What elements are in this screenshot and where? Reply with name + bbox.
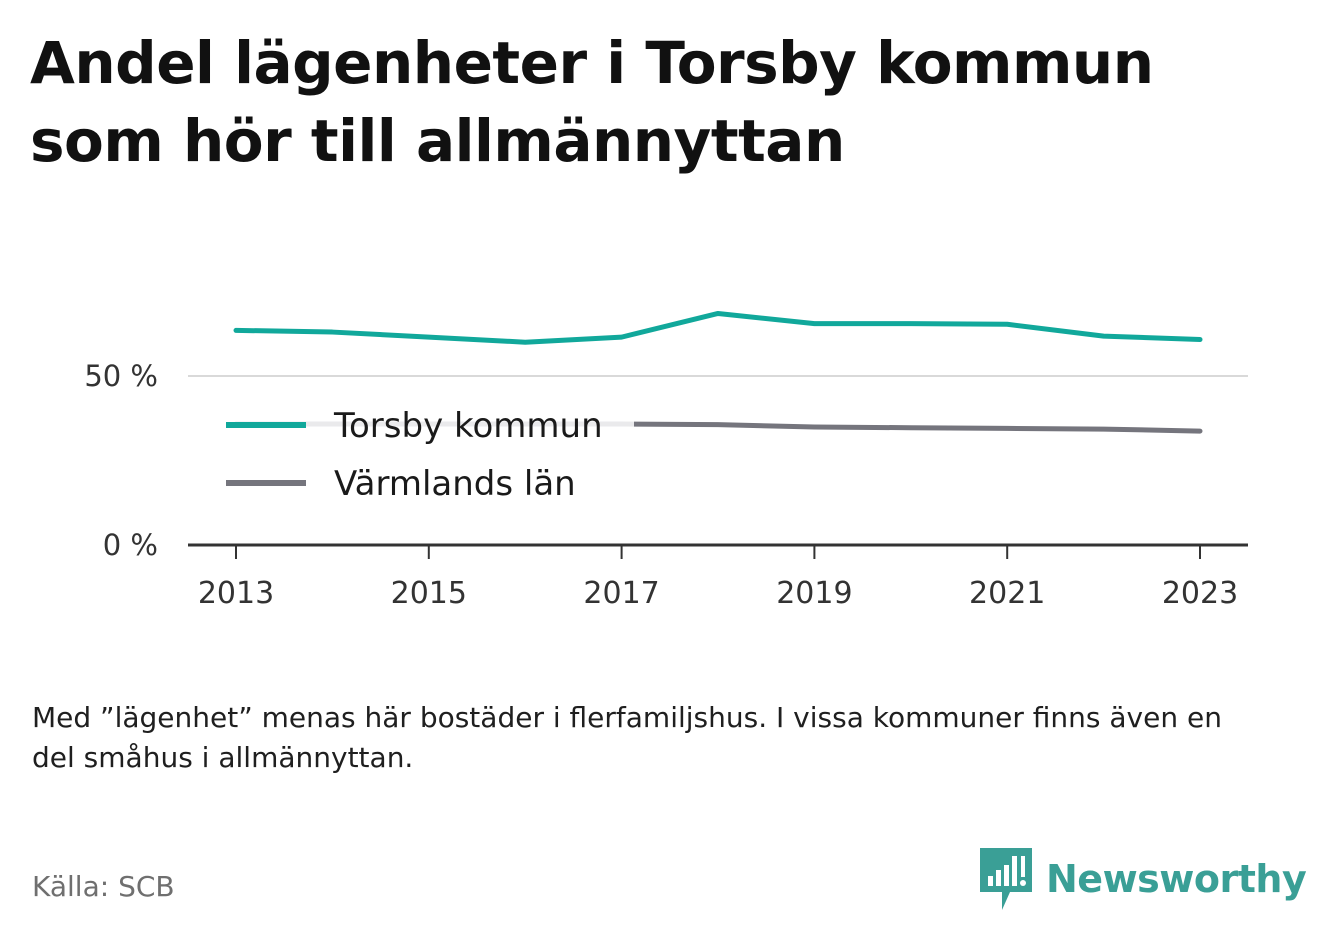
legend-label: Värmlands län (334, 464, 576, 504)
line-chart: 0 % 50 % Torsby kommun Värmlands län 2013 201… (84, 310, 1248, 611)
x-tick-label: 2017 (583, 576, 659, 611)
bar-chart-speech-icon (980, 848, 1032, 910)
y-tick-label: 0 % (103, 528, 158, 562)
y-tick-label: 50 % (84, 359, 158, 393)
series-line-1 (233, 310, 1203, 345)
x-tick-label: 2021 (969, 576, 1045, 611)
legend-label: Torsby kommun (333, 406, 603, 446)
chart-note: Med ”lägenhet” menas här bostäder i fler… (32, 701, 1222, 774)
brand-name: Newsworthy (1046, 857, 1307, 901)
x-tick-label: 2013 (198, 576, 274, 611)
source-label: Källa: SCB (32, 870, 175, 903)
x-tick-label: 2023 (1162, 576, 1238, 611)
x-tick-label: 2019 (776, 576, 852, 611)
chart-title: Andel lägenheter i Torsby kommun som hör… (30, 29, 1154, 175)
newsworthy-logo: Newsworthy (980, 846, 1307, 912)
x-tick-label: 2015 (391, 576, 467, 611)
